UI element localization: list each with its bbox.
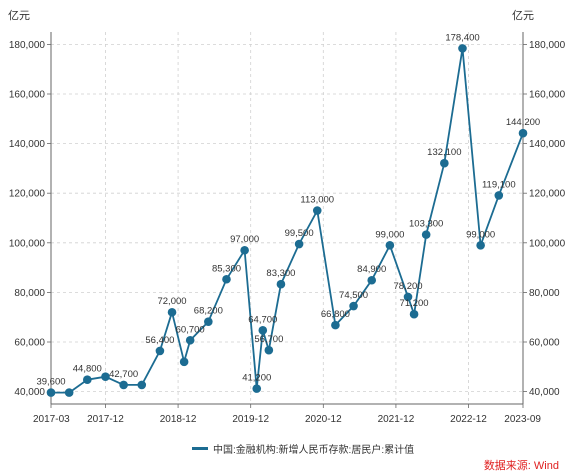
series-line (51, 47, 524, 394)
data-point (518, 128, 528, 138)
y-tick-label-left: 80,000 (14, 288, 45, 299)
x-tick-label: 2021-12 (378, 414, 415, 425)
axes (50, 32, 524, 405)
data-point (494, 191, 504, 200)
y-axis-left-unit: 亿元 (8, 9, 30, 22)
y-tick-label-right: 180,000 (529, 40, 565, 51)
data-label: 44,800 (73, 364, 102, 375)
x-tick-label: 2022-12 (450, 414, 487, 425)
y-tick-label-left: 60,000 (14, 338, 45, 349)
legend-swatch (192, 446, 208, 450)
legend-label: 中国:金融机构:新增人民币存款:居民户:累计值 (213, 444, 415, 456)
data-point (312, 206, 322, 215)
data-point (137, 380, 147, 390)
y-axis-right-unit: 亿元 (512, 9, 534, 22)
x-tick-label: 2020-12 (305, 414, 342, 425)
y-tick-label-right: 140,000 (529, 139, 565, 150)
data-label: 113,000 (300, 195, 334, 206)
y-tick-label-left: 140,000 (9, 139, 46, 150)
y-tick-label-right: 160,000 (529, 90, 565, 101)
data-point (421, 230, 431, 239)
data-point (64, 388, 74, 397)
x-tick-label: 2023-09 (504, 414, 541, 425)
x-tick-label: 2017-12 (87, 414, 124, 425)
series-markers (46, 44, 528, 397)
y-axis-left-ticks: 40,000 60,000 80,000 100,000 120,000 140,000 1… (9, 40, 51, 398)
data-label: 144,200 (506, 117, 540, 128)
data-point (258, 326, 268, 335)
data-point (119, 380, 128, 390)
data-point (252, 384, 262, 393)
data-point (155, 346, 165, 356)
data-label: 60,700 (176, 324, 205, 335)
data-point (476, 240, 485, 250)
grid-lines (50, 32, 524, 404)
y-tick-label-right: 120,000 (529, 189, 565, 200)
data-label: 68,200 (194, 306, 223, 317)
data-point (167, 307, 177, 317)
series-path (51, 47, 524, 394)
data-label: 78,200 (393, 281, 422, 292)
data-label: 85,300 (212, 263, 241, 274)
data-point (458, 44, 467, 53)
data-label: 66,800 (321, 309, 350, 320)
data-label: 97,000 (230, 234, 259, 245)
data-label: 39,600 (36, 377, 65, 388)
data-point (204, 317, 213, 326)
data-point (240, 245, 249, 255)
data-point (294, 239, 304, 249)
y-tick-label-left: 160,000 (9, 90, 46, 101)
data-label: 119,100 (482, 179, 516, 190)
data-point (409, 309, 419, 319)
data-label: 42,700 (109, 369, 138, 380)
data-point (367, 275, 377, 285)
x-tick-label: 2019-12 (232, 414, 269, 425)
data-point (222, 274, 231, 284)
y-tick-label-left: 180,000 (9, 40, 46, 51)
x-tick-label: 2018-12 (160, 414, 197, 425)
x-tick-label: 2017-03 (33, 414, 70, 425)
data-point (185, 335, 195, 345)
y-tick-label-left: 100,000 (9, 238, 46, 249)
y-tick-label-right: 100,000 (529, 238, 565, 249)
data-point (440, 158, 449, 168)
data-label: 99,000 (375, 229, 404, 240)
data-label: 56,400 (145, 335, 174, 346)
source-note: 数据来源: Wind (483, 460, 559, 472)
data-label: 103,300 (409, 219, 443, 230)
y-tick-label-left: 120,000 (9, 189, 46, 200)
data-label: 64,700 (248, 314, 277, 325)
data-label: 99,000 (466, 229, 495, 240)
data-label: 72,000 (157, 296, 186, 307)
data-label: 84,900 (357, 264, 386, 275)
data-point (276, 279, 286, 289)
data-point (403, 292, 413, 302)
data-label: 132,100 (427, 147, 461, 158)
data-point (264, 345, 274, 355)
y-axis-right-ticks: 40,000 60,000 80,000 100,000 120,000 140,000 1… (523, 40, 565, 398)
x-axis-ticks: 2017-03 2017-12 2018-12 2019-12 2020-12 2021-… (33, 404, 541, 425)
y-tick-label-right: 60,000 (529, 338, 560, 349)
data-label: 83,300 (266, 268, 295, 279)
data-point (385, 240, 395, 250)
data-point (179, 357, 189, 367)
y-tick-label-left: 40,000 (14, 387, 45, 398)
y-tick-label-right: 80,000 (529, 288, 560, 299)
data-point (349, 301, 358, 311)
data-label: 74,500 (339, 290, 368, 301)
y-tick-label-right: 40,000 (529, 387, 560, 398)
data-point (331, 320, 340, 330)
data-label: 178,400 (445, 32, 479, 43)
legend: 中国:金融机构:新增人民币存款:居民户:累计值 (192, 440, 414, 456)
data-labels: 39,600 44,800 42,700 56,400 72,000 60,700 68,2… (36, 32, 540, 387)
data-label: 71,200 (400, 298, 429, 309)
data-label: 99,500 (285, 228, 314, 239)
data-point (46, 388, 56, 397)
data-point (83, 375, 92, 384)
data-point (101, 372, 110, 382)
data-label: 56,700 (254, 334, 283, 345)
data-label: 41,200 (242, 373, 271, 384)
